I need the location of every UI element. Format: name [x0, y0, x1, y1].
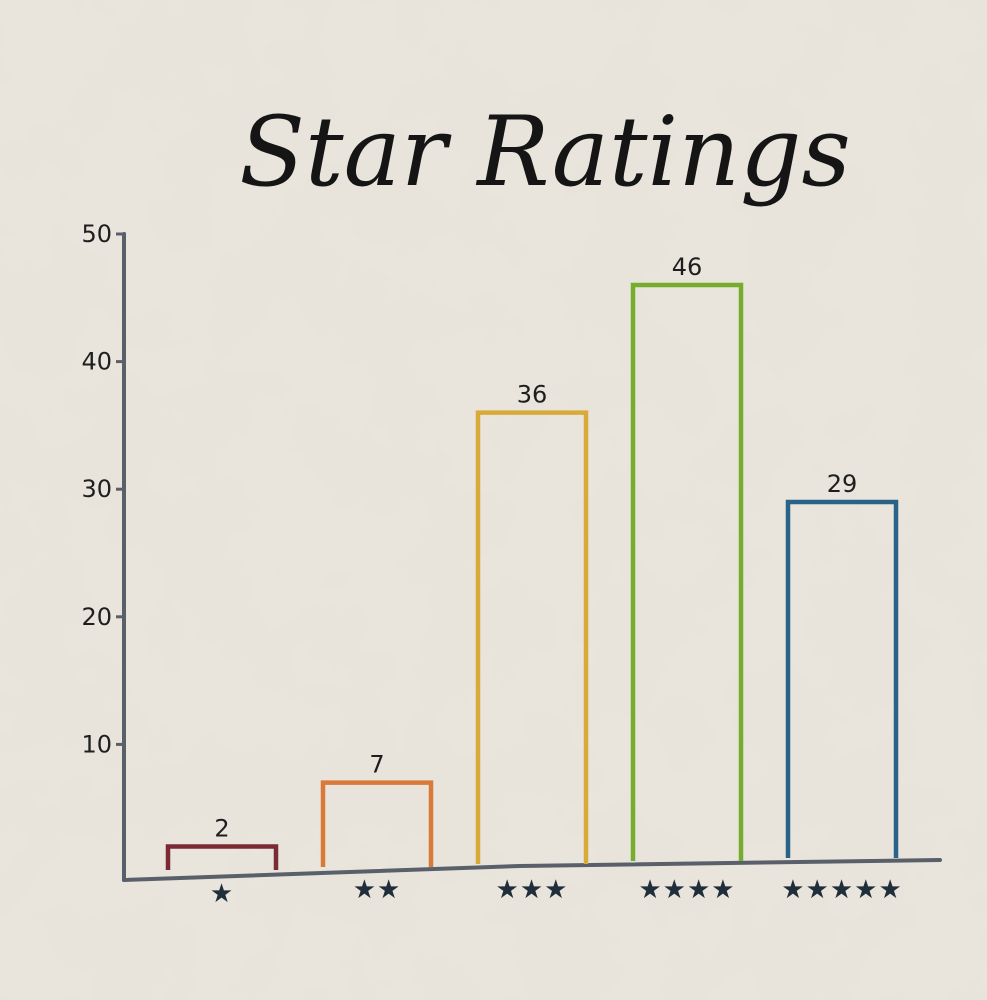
data-label-3-star: 36 [517, 381, 548, 409]
category-labels: ★ ★★ ★★★ ★★★★ ★★★★★ [210, 875, 903, 909]
axes [122, 232, 942, 882]
category-label-1-star: ★ [210, 879, 234, 909]
bar-1-star [165, 844, 279, 870]
data-labels: 2 7 36 46 29 [214, 253, 857, 842]
data-label-2-star: 7 [369, 751, 384, 779]
y-tick-label: 10 [81, 730, 112, 758]
bar-2-star [320, 780, 434, 867]
category-label-5-star: ★★★★★ [781, 875, 903, 905]
bars [165, 282, 899, 870]
y-tick-label: 50 [81, 220, 112, 248]
bar-4-star [630, 282, 744, 861]
category-label-4-star: ★★★★ [638, 875, 735, 905]
bar-5-star [785, 499, 899, 858]
category-label-2-star: ★★ [353, 875, 402, 905]
category-label-3-star: ★★★ [496, 875, 569, 905]
data-label-1-star: 2 [214, 814, 229, 842]
y-tick-label: 40 [81, 348, 112, 376]
chart-title: Star Ratings [239, 96, 851, 208]
data-label-5-star: 29 [827, 470, 858, 498]
y-tick-label: 30 [81, 475, 112, 503]
bar-3-star [475, 410, 589, 864]
data-label-4-star: 46 [672, 253, 703, 281]
x-axis-line [122, 858, 942, 882]
y-tick-label: 20 [81, 603, 112, 631]
y-axis-ticks: 10 20 30 40 50 [81, 220, 126, 758]
